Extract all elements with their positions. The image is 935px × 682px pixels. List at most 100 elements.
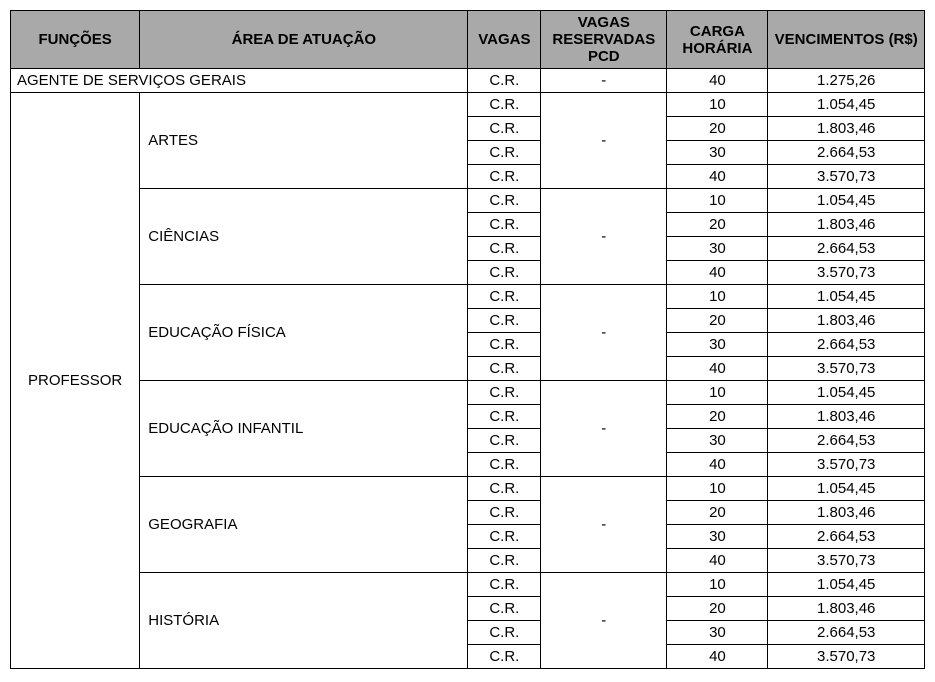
cell-vagas: C.R.: [468, 429, 541, 453]
cell-vagas: C.R.: [468, 597, 541, 621]
cell-vagas: C.R.: [468, 117, 541, 141]
vacancy-table: FUNÇÕES ÁREA DE ATUAÇÃO VAGAS VAGAS RESE…: [10, 10, 925, 669]
cell-vagas: C.R.: [468, 357, 541, 381]
header-vagas: VAGAS: [468, 11, 541, 69]
cell-venc: 1.803,46: [768, 213, 925, 237]
cell-carga: 20: [667, 213, 768, 237]
cell-vagas: C.R.: [468, 405, 541, 429]
cell-area: HISTÓRIA: [140, 573, 468, 669]
cell-area: ARTES: [140, 93, 468, 189]
cell-pcd: -: [541, 189, 667, 285]
cell-pcd: -: [541, 573, 667, 669]
header-carga: CARGA HORÁRIA: [667, 11, 768, 69]
cell-vagas: C.R.: [468, 525, 541, 549]
cell-venc: 1.054,45: [768, 573, 925, 597]
cell-vagas: C.R.: [468, 165, 541, 189]
cell-carga: 10: [667, 477, 768, 501]
cell-pcd: -: [541, 93, 667, 189]
cell-vagas: C.R.: [468, 501, 541, 525]
cell-carga: 30: [667, 621, 768, 645]
table-row: PROFESSORARTESC.R.-101.054,45: [11, 93, 925, 117]
table-row: AGENTE DE SERVIÇOS GERAISC.R.-401.275,26: [11, 69, 925, 93]
cell-area: GEOGRAFIA: [140, 477, 468, 573]
cell-vagas: C.R.: [468, 285, 541, 309]
cell-area: EDUCAÇÃO FÍSICA: [140, 285, 468, 381]
cell-carga: 10: [667, 93, 768, 117]
cell-venc: 1.803,46: [768, 501, 925, 525]
cell-venc: 2.664,53: [768, 621, 925, 645]
cell-vagas: C.R.: [468, 381, 541, 405]
header-area: ÁREA DE ATUAÇÃO: [140, 11, 468, 69]
cell-vagas: C.R.: [468, 645, 541, 669]
cell-venc: 3.570,73: [768, 453, 925, 477]
cell-carga: 30: [667, 141, 768, 165]
table-row: EDUCAÇÃO INFANTILC.R.-101.054,45: [11, 381, 925, 405]
cell-carga: 20: [667, 309, 768, 333]
cell-venc: 3.570,73: [768, 261, 925, 285]
cell-funcao: PROFESSOR: [11, 93, 140, 669]
cell-carga: 20: [667, 117, 768, 141]
cell-vagas: C.R.: [468, 237, 541, 261]
table-header-row: FUNÇÕES ÁREA DE ATUAÇÃO VAGAS VAGAS RESE…: [11, 11, 925, 69]
cell-venc: 1.054,45: [768, 381, 925, 405]
cell-vagas: C.R.: [468, 213, 541, 237]
cell-carga: 40: [667, 645, 768, 669]
cell-venc: 1.054,45: [768, 189, 925, 213]
cell-carga: 40: [667, 549, 768, 573]
cell-venc: 1.803,46: [768, 309, 925, 333]
cell-venc: 2.664,53: [768, 429, 925, 453]
cell-vagas: C.R.: [468, 309, 541, 333]
cell-carga: 40: [667, 165, 768, 189]
cell-venc: 3.570,73: [768, 357, 925, 381]
cell-area: EDUCAÇÃO INFANTIL: [140, 381, 468, 477]
cell-carga: 30: [667, 525, 768, 549]
cell-vagas: C.R.: [468, 333, 541, 357]
cell-vagas: C.R.: [468, 453, 541, 477]
cell-funcao-area: AGENTE DE SERVIÇOS GERAIS: [11, 69, 468, 93]
cell-venc: 3.570,73: [768, 165, 925, 189]
cell-vagas: C.R.: [468, 261, 541, 285]
header-vencimentos: VENCIMENTOS (R$): [768, 11, 925, 69]
table-row: EDUCAÇÃO FÍSICAC.R.-101.054,45: [11, 285, 925, 309]
cell-carga: 10: [667, 573, 768, 597]
cell-carga: 40: [667, 261, 768, 285]
cell-venc: 1.803,46: [768, 405, 925, 429]
cell-pcd: -: [541, 477, 667, 573]
cell-venc: 3.570,73: [768, 645, 925, 669]
cell-carga: 40: [667, 453, 768, 477]
cell-vagas: C.R.: [468, 93, 541, 117]
cell-vagas: C.R.: [468, 621, 541, 645]
cell-venc: 2.664,53: [768, 525, 925, 549]
cell-carga: 20: [667, 405, 768, 429]
cell-venc: 1.275,26: [768, 69, 925, 93]
cell-venc: 3.570,73: [768, 549, 925, 573]
cell-venc: 1.803,46: [768, 117, 925, 141]
cell-vagas: C.R.: [468, 477, 541, 501]
cell-carga: 20: [667, 597, 768, 621]
cell-vagas: C.R.: [468, 69, 541, 93]
cell-venc: 2.664,53: [768, 237, 925, 261]
cell-carga: 10: [667, 285, 768, 309]
cell-venc: 1.054,45: [768, 477, 925, 501]
cell-pcd: -: [541, 381, 667, 477]
cell-vagas: C.R.: [468, 189, 541, 213]
cell-vagas: C.R.: [468, 549, 541, 573]
cell-venc: 2.664,53: [768, 333, 925, 357]
cell-venc: 1.803,46: [768, 597, 925, 621]
table-body: AGENTE DE SERVIÇOS GERAISC.R.-401.275,26…: [11, 69, 925, 669]
cell-carga: 30: [667, 237, 768, 261]
cell-carga: 30: [667, 429, 768, 453]
cell-area: CIÊNCIAS: [140, 189, 468, 285]
cell-venc: 2.664,53: [768, 141, 925, 165]
header-pcd: VAGAS RESERVADAS PCD: [541, 11, 667, 69]
cell-carga: 40: [667, 69, 768, 93]
cell-venc: 1.054,45: [768, 285, 925, 309]
cell-carga: 10: [667, 189, 768, 213]
cell-venc: 1.054,45: [768, 93, 925, 117]
header-funcoes: FUNÇÕES: [11, 11, 140, 69]
cell-carga: 30: [667, 333, 768, 357]
cell-pcd: -: [541, 285, 667, 381]
table-row: HISTÓRIAC.R.-101.054,45: [11, 573, 925, 597]
table-row: CIÊNCIASC.R.-101.054,45: [11, 189, 925, 213]
cell-vagas: C.R.: [468, 141, 541, 165]
